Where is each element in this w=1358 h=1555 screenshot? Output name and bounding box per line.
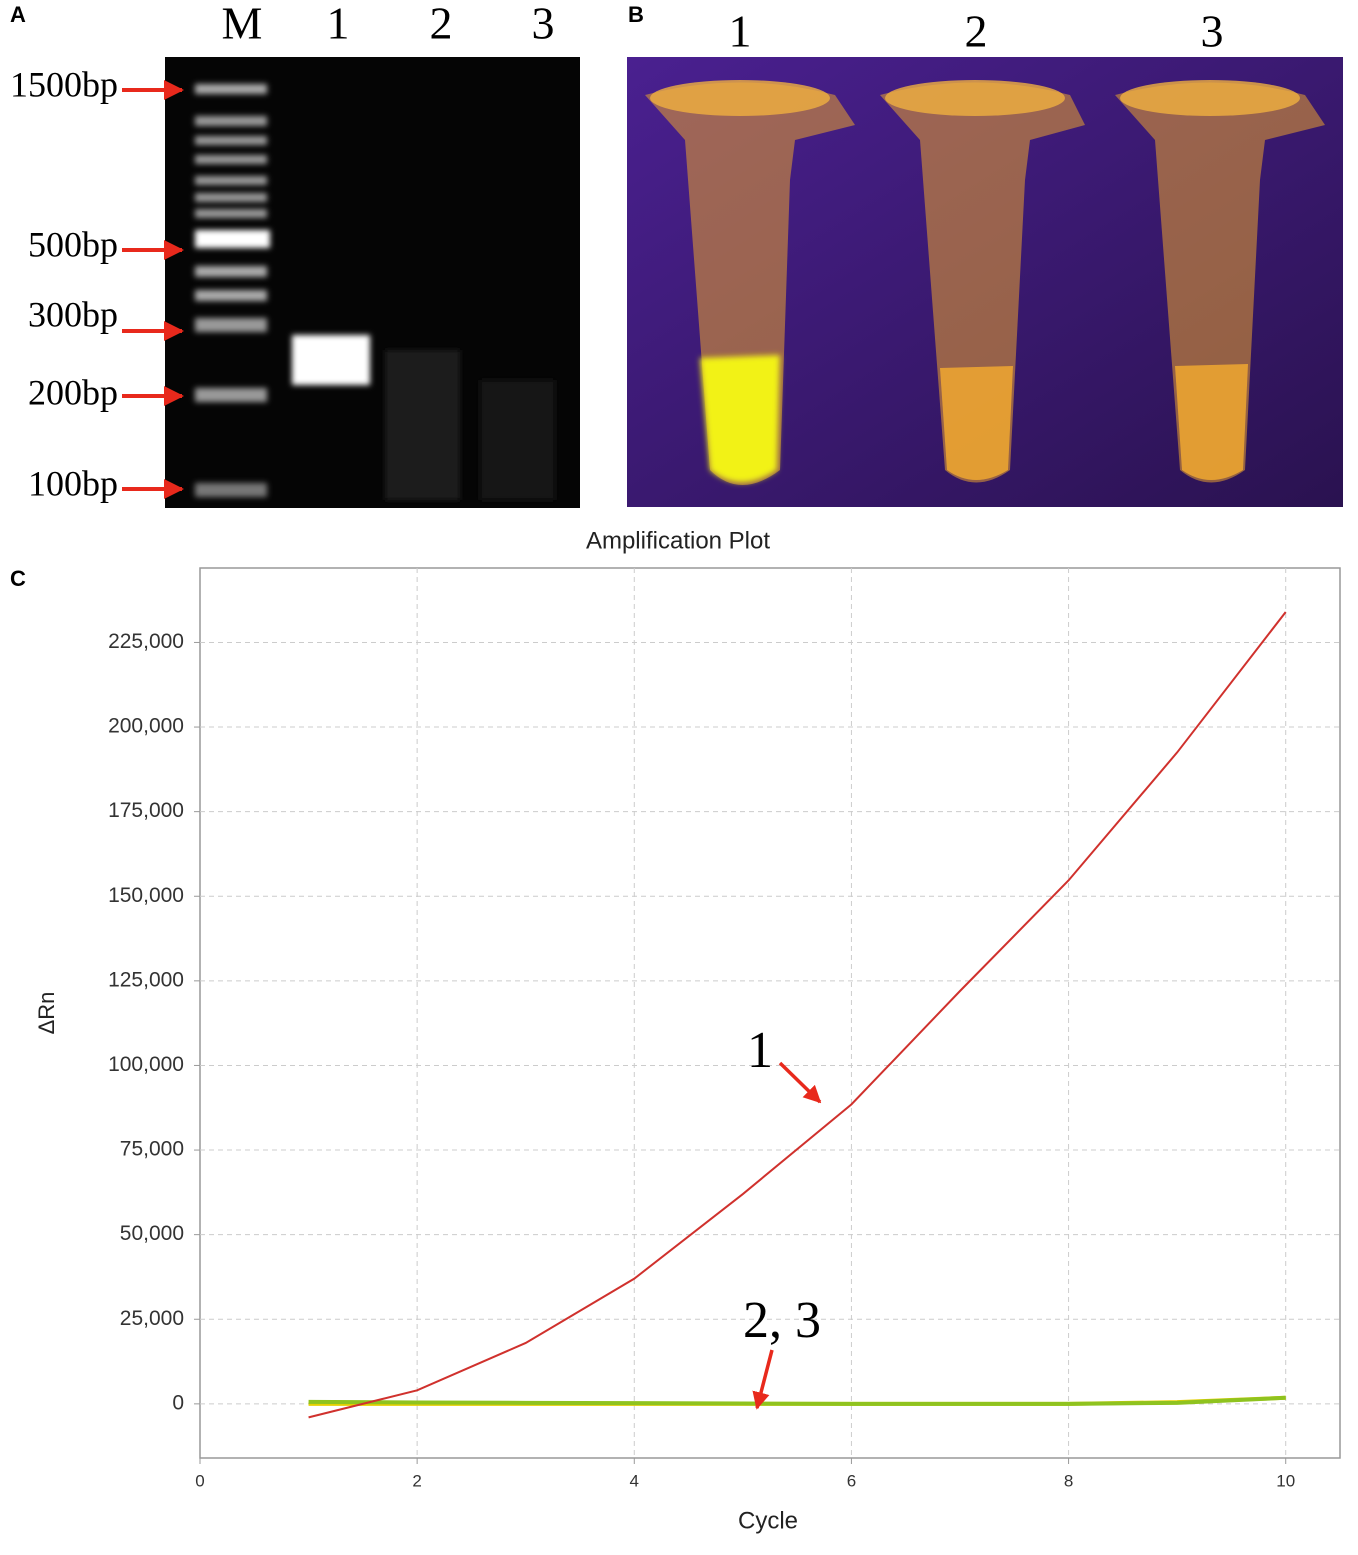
y-tick-label: 0 bbox=[172, 1391, 184, 1414]
lane-label: M bbox=[222, 0, 263, 49]
marker-label: 500bp bbox=[28, 224, 118, 264]
y-tick-label: 175,000 bbox=[108, 799, 184, 822]
lane-label: 1 bbox=[327, 0, 350, 49]
y-tick-label: 150,000 bbox=[108, 884, 184, 907]
y-tick-label: 50,000 bbox=[120, 1222, 184, 1245]
x-tick-label: 10 bbox=[1276, 1471, 1295, 1490]
annotation-arrows bbox=[752, 1061, 822, 1410]
marker-label: 300bp bbox=[28, 294, 118, 334]
lane-label: 3 bbox=[532, 0, 555, 49]
marker-label: 1500bp bbox=[10, 64, 118, 104]
tube-label: 3 bbox=[1201, 6, 1224, 57]
y-tick-label: 25,000 bbox=[120, 1307, 184, 1330]
y-tick-label: 200,000 bbox=[108, 715, 184, 738]
x-tick-label: 0 bbox=[195, 1471, 204, 1490]
panel-label: B bbox=[628, 2, 644, 27]
x-tick-label: 8 bbox=[1064, 1471, 1073, 1490]
tube-label: 1 bbox=[729, 6, 752, 57]
marker-label: 200bp bbox=[28, 372, 118, 412]
marker-label: 100bp bbox=[28, 463, 118, 503]
annotation: 1 bbox=[747, 1022, 773, 1079]
tube-label: 2 bbox=[965, 6, 988, 57]
marker-arrows bbox=[122, 80, 184, 499]
y-axis-label: ΔRn bbox=[34, 992, 59, 1035]
y-tick-label: 100,000 bbox=[108, 1053, 184, 1076]
plot-area: 0 25,000 50,000 75,000 100,000 125,000 150,000… bbox=[108, 567, 1341, 1490]
x-tick-label: 4 bbox=[630, 1471, 639, 1490]
y-tick-label: 125,000 bbox=[108, 968, 184, 991]
annotation: 2, 3 bbox=[743, 1292, 821, 1349]
gel-bands bbox=[195, 84, 555, 500]
x-tick-label: 6 bbox=[847, 1471, 856, 1490]
y-tick-label: 75,000 bbox=[120, 1138, 184, 1161]
lane-label: 2 bbox=[430, 0, 453, 49]
chart-title: Amplification Plot bbox=[586, 527, 770, 554]
line-series bbox=[308, 611, 1287, 1419]
plot-frame bbox=[199, 567, 1341, 1459]
panel-label: C bbox=[10, 566, 26, 591]
line-series bbox=[308, 1395, 1286, 1406]
x-axis-label: Cycle bbox=[738, 1507, 798, 1534]
y-tick-label: 225,000 bbox=[108, 630, 184, 653]
tubes bbox=[645, 80, 1325, 485]
panel-label: A bbox=[10, 2, 26, 27]
x-tick-label: 2 bbox=[412, 1471, 421, 1490]
